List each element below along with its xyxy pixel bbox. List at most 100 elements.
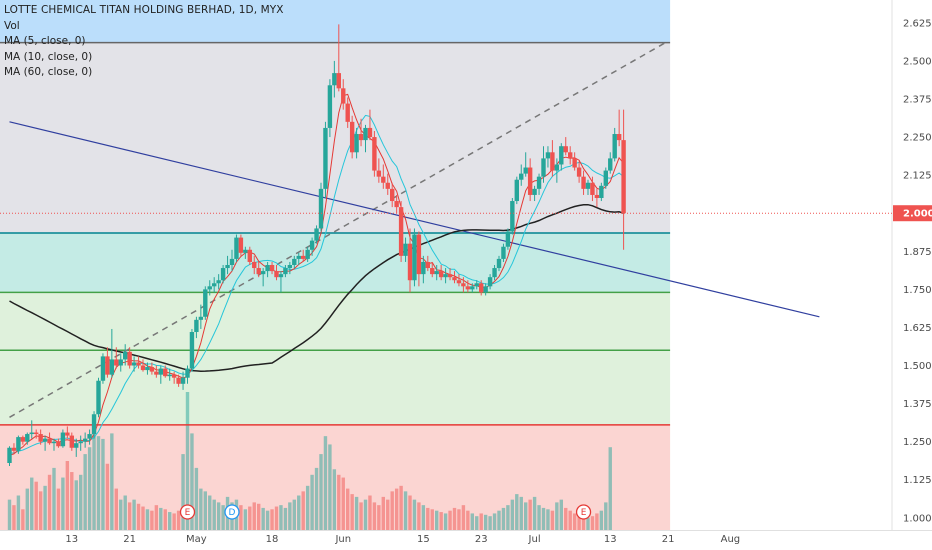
- candle-body: [309, 240, 315, 250]
- volume-bar: [270, 509, 274, 530]
- volume-bar: [127, 502, 132, 530]
- candle-body: [403, 243, 408, 256]
- symbol-title[interactable]: LOTTE CHEMICAL TITAN HOLDING BERHAD, 1D,…: [4, 4, 284, 16]
- price-axis[interactable]: 1.000 1.125 1.250 1.375 1.500 1.625 1.750 1.875…: [893, 18, 932, 524]
- candle-body: [532, 188, 537, 195]
- volume-bar: [350, 494, 354, 530]
- volume-bar: [132, 499, 136, 530]
- candle-body: [372, 137, 377, 171]
- candle-body: [456, 280, 462, 284]
- candle-body: [327, 85, 333, 128]
- volume-bar: [199, 488, 203, 530]
- candle-body: [11, 447, 17, 451]
- candle-body: [91, 414, 97, 435]
- earnings-event-marker[interactable]: E: [575, 504, 592, 520]
- volume-bar: [265, 510, 270, 530]
- candle-body: [305, 249, 310, 259]
- candle-body: [465, 286, 471, 290]
- candle-body: [167, 374, 172, 377]
- volume-bar: [595, 513, 599, 530]
- candle-body: [269, 265, 275, 272]
- volume-bar: [301, 491, 305, 530]
- legend-ma60[interactable]: MA (60, close, 0): [4, 66, 93, 78]
- candle-body: [545, 152, 551, 159]
- event-marker-label: E: [581, 508, 587, 518]
- candle-body: [501, 246, 506, 259]
- candle-body: [47, 438, 52, 444]
- candle-body: [69, 435, 74, 448]
- volume-bar: [488, 516, 492, 530]
- candle-body: [376, 170, 382, 177]
- candle-body: [100, 356, 106, 381]
- legend-ma5[interactable]: MA (5, close, 0): [4, 35, 86, 47]
- volume-bar: [136, 503, 141, 530]
- candle-body: [421, 261, 426, 275]
- volume-bar: [105, 463, 110, 530]
- volume-bar: [417, 502, 421, 530]
- legend-ma10[interactable]: MA (10, close, 0): [4, 50, 93, 63]
- candle-body: [323, 127, 328, 189]
- candle-body: [345, 103, 350, 122]
- dashed-uptrend-trendline[interactable]: [9, 40, 669, 418]
- volume-bar: [283, 507, 288, 530]
- time-axis[interactable]: 13 21 May 18 Jun 15 23 Jul 13 21 Aug: [65, 534, 740, 545]
- volume-bar: [319, 454, 323, 530]
- volume-bar: [114, 488, 118, 530]
- volume-bar: [56, 488, 61, 530]
- candle-body: [136, 362, 141, 366]
- ma10-line: [9, 114, 624, 454]
- candle-body: [105, 356, 110, 375]
- volume-bar: [185, 392, 190, 530]
- volume-bar: [163, 509, 167, 530]
- legend-vol[interactable]: Vol: [4, 19, 20, 32]
- volume-bar: [43, 485, 47, 530]
- candle-body: [594, 194, 600, 198]
- candle-body: [394, 201, 399, 208]
- y-tick-label: 1.250: [903, 437, 932, 448]
- fib-zone-0: [0, 0, 671, 43]
- candle-body: [203, 289, 208, 317]
- candle-body: [225, 265, 230, 269]
- volume-bar: [501, 507, 506, 530]
- volume-bar: [555, 502, 559, 530]
- volume-bar: [145, 509, 150, 530]
- volume-bar: [305, 485, 310, 530]
- volume-bar: [96, 436, 101, 530]
- y-tick-label: 2.125: [903, 171, 932, 182]
- volume-bar: [7, 499, 12, 530]
- y-tick-label: 2.500: [903, 56, 932, 67]
- candle-body: [252, 261, 257, 269]
- volume-bar: [216, 502, 221, 530]
- dividend-event-marker[interactable]: D: [224, 504, 240, 520]
- trendlines[interactable]: [9, 40, 820, 418]
- candle-body: [114, 359, 119, 366]
- volume-bar: [541, 507, 546, 530]
- candle-body: [581, 176, 586, 189]
- volume-bar: [70, 472, 74, 530]
- volume-bar: [328, 444, 332, 530]
- volume-bar: [38, 491, 43, 530]
- candle-body: [398, 207, 404, 256]
- volume-bar: [16, 495, 21, 530]
- candle-body: [198, 316, 204, 320]
- candle-body: [514, 179, 519, 202]
- volume-bar: [590, 516, 595, 530]
- volume-bar: [461, 505, 466, 530]
- candle-body: [287, 265, 293, 269]
- volume-bar: [577, 516, 581, 530]
- earnings-event-marker[interactable]: E: [179, 504, 196, 520]
- candle-body: [559, 146, 564, 165]
- candle-body: [314, 228, 319, 241]
- volume-bar: [443, 513, 448, 530]
- candle-body: [470, 286, 475, 290]
- y-tick-label: 1.375: [903, 399, 932, 410]
- candle-body: [42, 438, 48, 442]
- candle-body: [568, 152, 573, 159]
- volume-bar: [110, 433, 114, 530]
- downtrend-trendline[interactable]: [9, 121, 820, 318]
- candle-body: [381, 176, 386, 183]
- candle-body: [38, 434, 43, 442]
